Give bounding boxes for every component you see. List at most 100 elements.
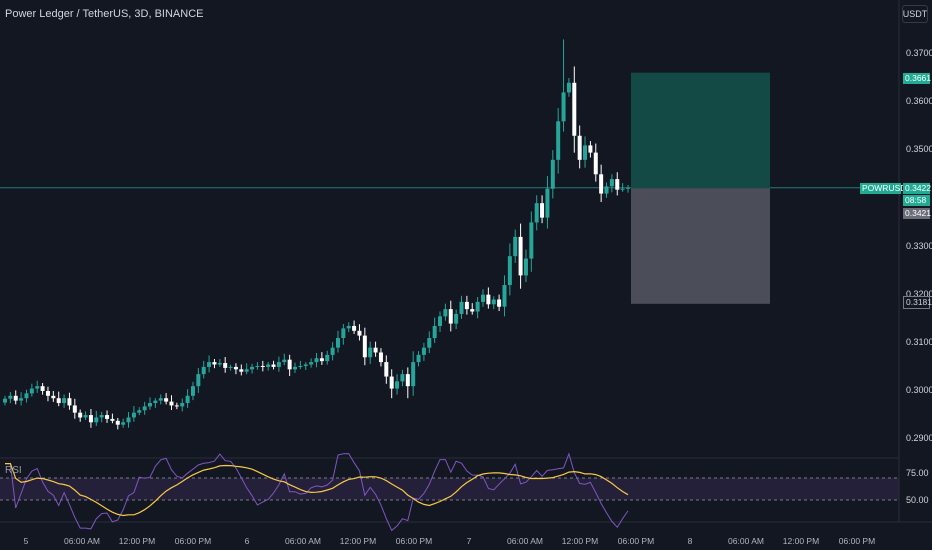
candle [400,369,405,387]
candle [158,394,163,405]
long-position-tool[interactable] [631,72,770,304]
candle [35,380,40,393]
candle-body [411,362,416,387]
candle [395,374,400,395]
candle-body [529,222,534,259]
candle [8,392,13,404]
candle-body [604,186,609,194]
candle-body [389,376,394,389]
profit-zone [631,72,770,189]
candle [67,392,72,410]
candle [335,330,340,353]
candle-body [88,415,93,423]
candle-body [416,354,421,363]
candle-body [24,393,29,399]
candle [298,360,303,370]
candle-body [29,388,34,394]
candle-body [330,347,335,355]
candle [196,368,201,393]
candle [83,411,88,421]
candle-body [443,309,448,317]
candle [287,354,292,376]
candle [137,407,142,416]
candle [255,362,260,370]
rsi-line [5,452,629,532]
candle [19,392,24,406]
candle-body [45,390,50,396]
candle [599,164,604,203]
time-axis-label: 8 [687,536,693,546]
candle-body [346,325,351,329]
candle-body [94,417,99,423]
candle-body [513,236,518,257]
candle-body [244,369,249,372]
price-tick-label: 0.3000 [906,384,932,395]
rsi-lower-level: 50.00 [906,495,929,505]
candle-body [309,362,314,365]
candle-body [239,369,244,372]
candle [615,172,620,196]
candle-body [8,395,13,399]
candle-body [507,256,512,286]
time-axis-label: 6 [244,536,250,546]
candle [389,369,394,399]
candle-body [427,338,432,348]
candle [572,66,577,153]
candle [550,150,555,199]
time-axis-label: 12:00 PM [782,536,820,546]
candle-body [185,395,190,404]
candle-body [83,415,88,418]
candle [56,391,61,407]
candle-body [137,410,142,413]
candle-body [201,366,206,375]
price-tick-label: 0.3500 [906,144,932,155]
candle-body [319,358,324,362]
candle [153,398,158,408]
countdown-tag: 08:58 [903,195,930,206]
rsi-label: RSI [5,465,22,476]
candle [497,294,502,312]
price-tick-label: 0.3200 [906,288,932,299]
candle-body [599,174,604,194]
candle-body [153,400,158,404]
currency-button[interactable]: USDT [902,5,928,23]
candle-body [266,364,271,367]
candle [88,409,93,428]
time-axis-label: 06:00 PM [395,536,433,546]
time-axis-label: 06:00 AM [728,536,764,546]
candle [40,383,45,395]
candle-body [556,121,561,160]
candle-body [293,366,298,370]
candle-body [314,358,319,363]
candle [421,342,426,361]
candle-body [13,395,18,401]
candle [185,389,190,408]
candle-body [335,338,340,348]
candle-body [588,145,593,153]
candle-body [180,403,185,407]
price-tick-label: 0.3700 [906,47,932,58]
candle [352,320,357,334]
candle [217,359,222,367]
candle-body [110,418,115,421]
candle [432,317,437,343]
candle-body [373,347,378,353]
candle-body [260,365,265,367]
price-tick-label: 0.3100 [906,336,932,347]
candle [266,361,271,371]
candle [13,390,18,405]
candle-body [271,364,276,367]
candle-body [384,362,389,377]
candle [588,141,593,158]
candle [164,393,169,405]
candle-body [480,294,485,302]
candle [556,108,561,174]
candle [51,390,56,402]
candle [78,409,83,422]
candle-body [400,374,405,382]
time-axis-label: 06:00 PM [174,536,212,546]
candle-body [545,188,550,218]
candle [233,363,238,375]
candle [180,398,185,412]
